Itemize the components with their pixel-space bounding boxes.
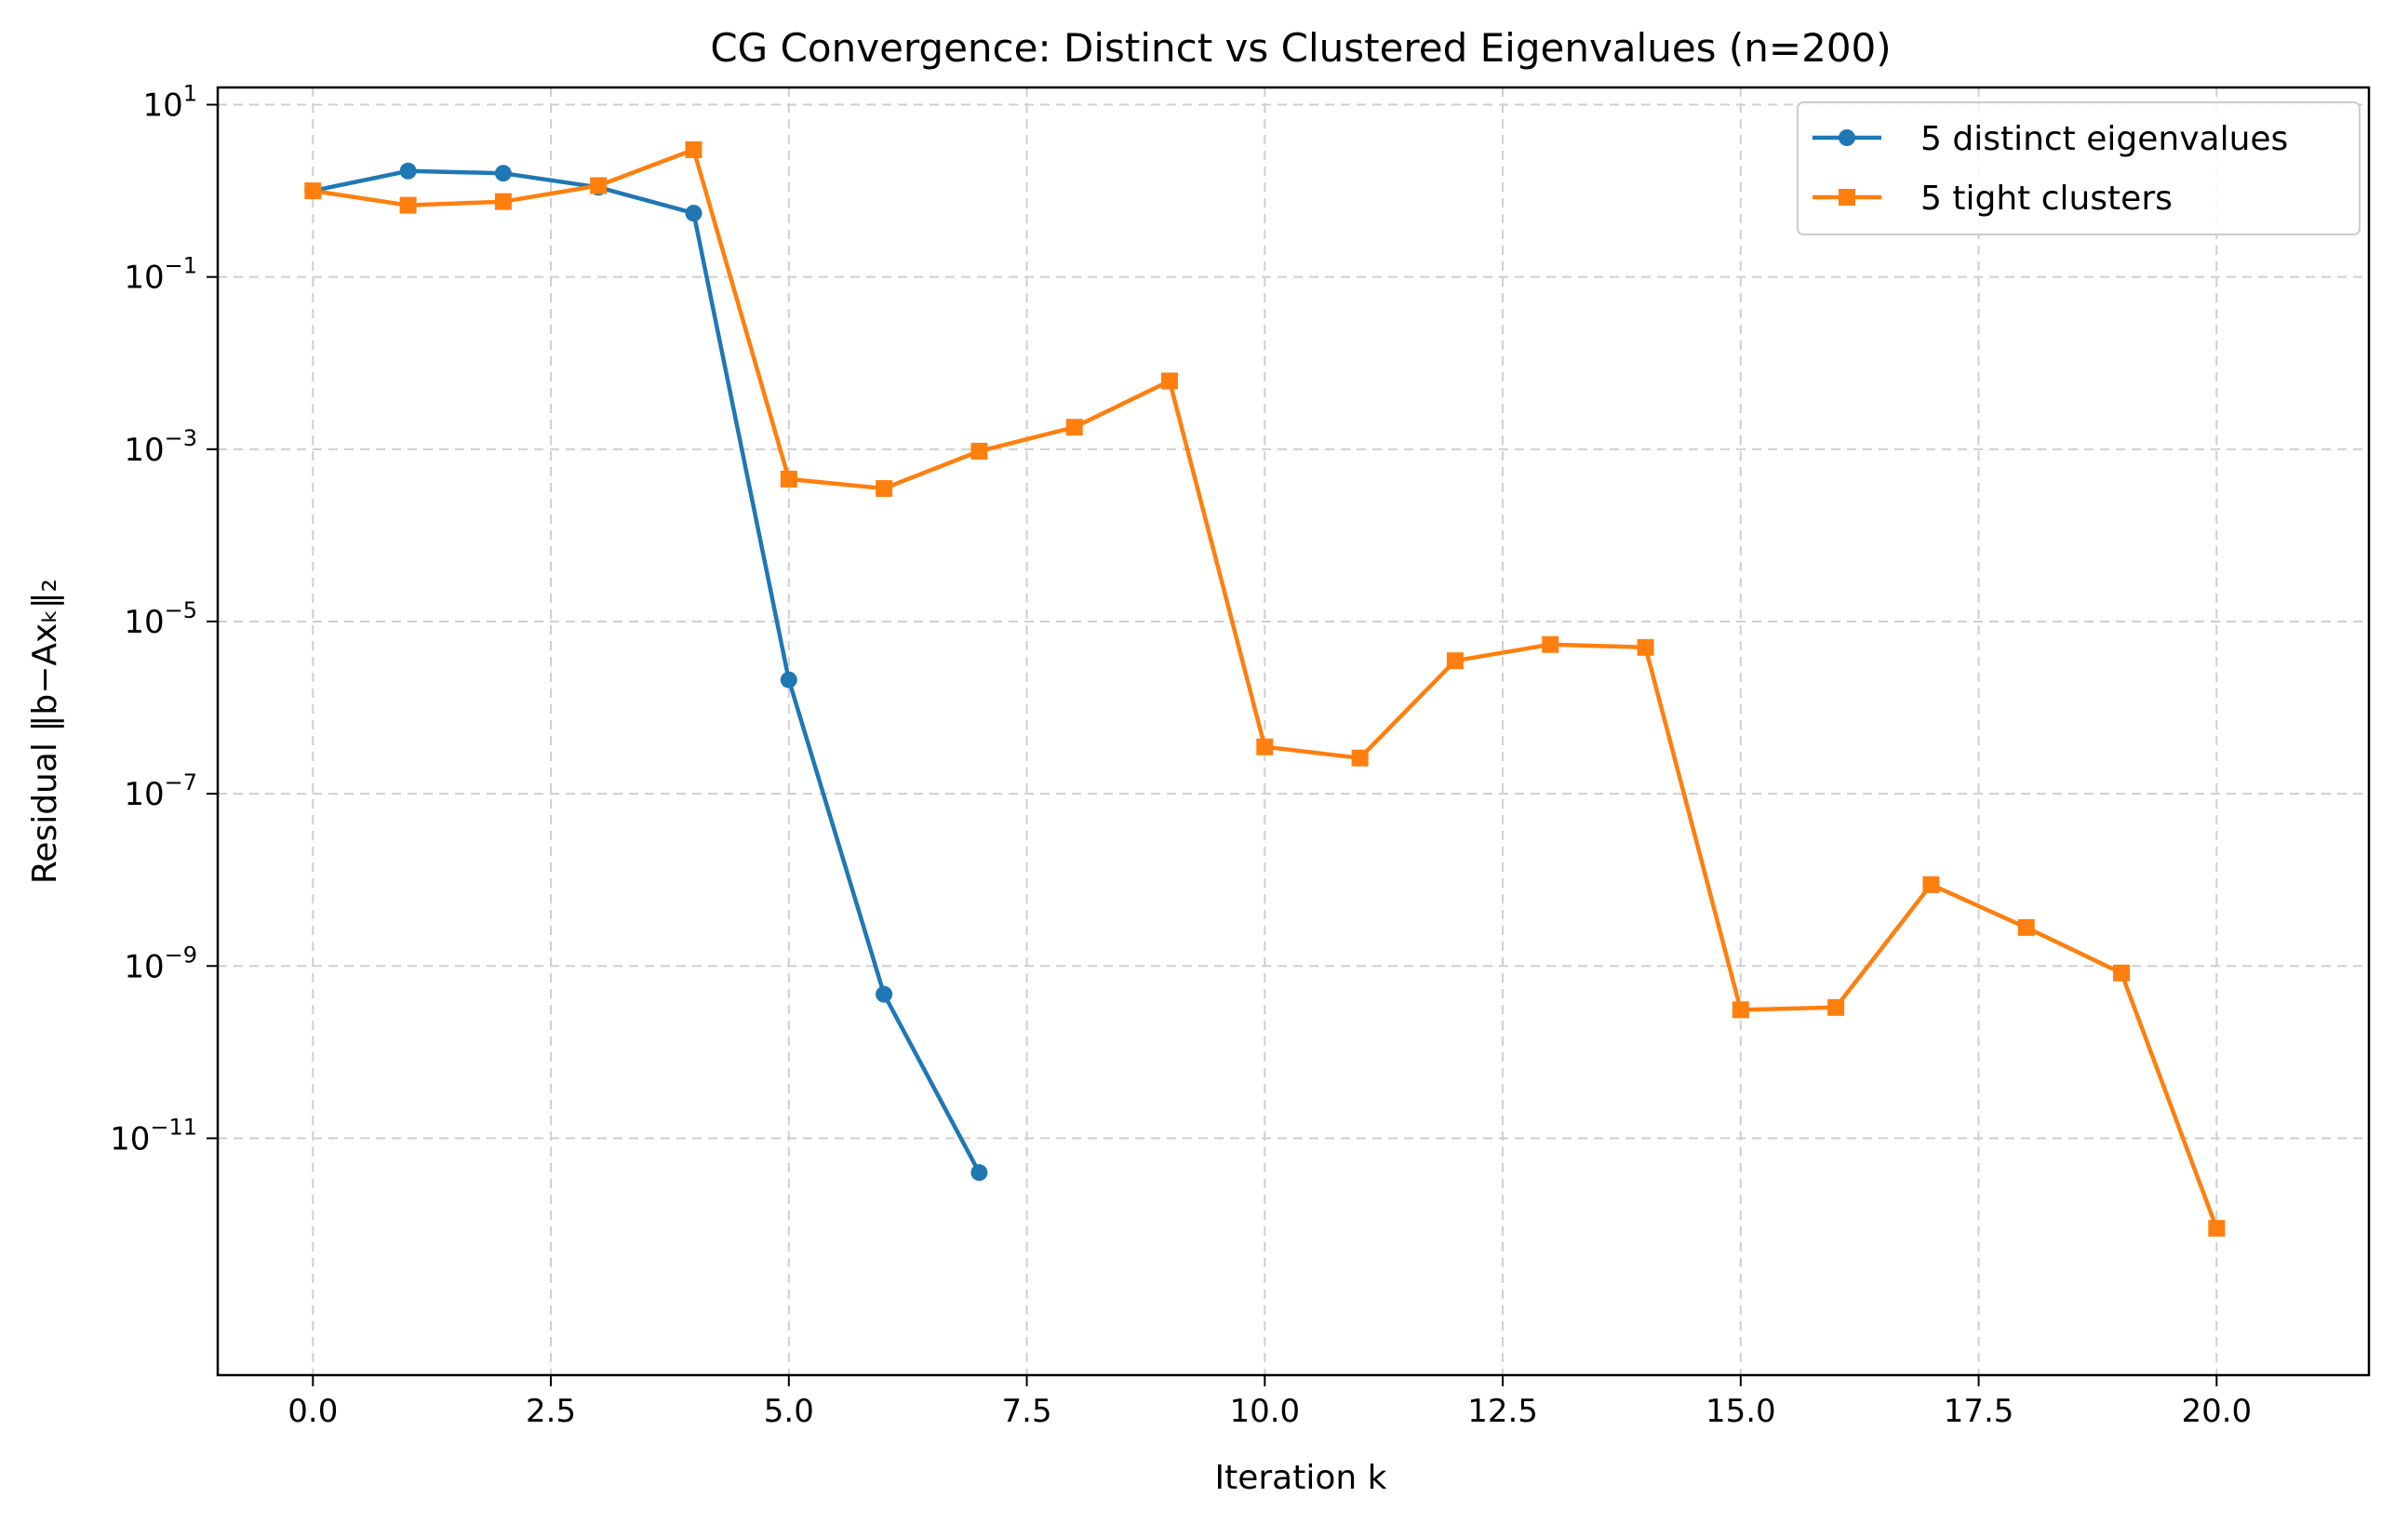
x-tick-label: 15.0: [1706, 1393, 1776, 1430]
data-point-square: [1351, 749, 1369, 767]
data-point-square: [1161, 372, 1179, 390]
x-tick-label: 0.0: [288, 1393, 338, 1430]
y-tick-label: 10−7: [124, 769, 197, 813]
x-axis-ticks: 0.0 2.5 5.0 7.5 10.0 12.5 15.0 17.5 20.0: [288, 1375, 2252, 1430]
y-tick-label: 101: [142, 81, 197, 125]
series-line: [312, 168, 982, 1174]
y-tick-label: 10−11: [110, 1114, 197, 1157]
y-axis-label: Residual ‖b−Axₖ‖₂: [26, 579, 64, 884]
data-point-square: [590, 177, 608, 194]
data-point-square: [2017, 918, 2035, 936]
data-point-circle: [494, 165, 512, 182]
data-point-square: [494, 193, 512, 210]
legend-label: 5 distinct eigenvalues: [1920, 120, 2288, 158]
data-point-square: [1839, 189, 1855, 206]
data-point-square: [1256, 738, 1274, 755]
x-tick-label: 12.5: [1467, 1393, 1538, 1430]
data-point-circle: [685, 205, 702, 222]
data-point-circle: [876, 985, 893, 1003]
y-tick-label: 10−3: [124, 425, 197, 469]
data-point-square: [780, 470, 797, 488]
x-tick-label: 7.5: [1002, 1393, 1052, 1430]
data-point-square: [399, 196, 417, 214]
x-tick-label: 17.5: [1944, 1393, 2014, 1430]
data-point-square: [1732, 1001, 1749, 1019]
data-point-square: [876, 480, 893, 498]
x-tick-label: 20.0: [2181, 1393, 2252, 1430]
data-point-square: [1446, 652, 1464, 670]
legend-entry: 5 tight clusters: [1813, 180, 2173, 218]
x-tick-label: 5.0: [764, 1393, 814, 1430]
x-tick-label: 2.5: [526, 1393, 576, 1430]
data-point-square: [685, 140, 702, 158]
data-point-circle: [1839, 129, 1855, 146]
grid: [218, 87, 2369, 1375]
legend: 5 distinct eigenvalues 5 tight clusters: [1797, 101, 2361, 235]
data-point-square: [1827, 998, 1845, 1016]
data-point-square: [1065, 419, 1083, 436]
data-point-square: [970, 442, 988, 460]
data-point-square: [1542, 635, 1559, 653]
legend-frame: [1797, 101, 2361, 235]
legend-entry: 5 distinct eigenvalues: [1813, 120, 2288, 158]
data-point-square: [2113, 964, 2131, 982]
data-point-square: [2208, 1220, 2226, 1237]
data-point-circle: [399, 162, 417, 180]
data-point-circle: [970, 1164, 988, 1182]
chart-title: CG Convergence: Distinct vs Clustered Ei…: [710, 25, 1891, 71]
legend-label: 5 tight clusters: [1920, 180, 2173, 218]
plot-frame: [216, 86, 2371, 1377]
y-tick-label: 10−1: [124, 253, 197, 297]
y-tick-label: 10−5: [124, 597, 197, 641]
data-point-square: [1922, 876, 1940, 893]
data-point-square: [1637, 638, 1654, 656]
data-point-circle: [780, 671, 797, 688]
series-2: [304, 140, 2226, 1237]
series-layer: [304, 140, 2226, 1237]
y-tick-label: 10−9: [124, 942, 197, 985]
x-axis-label: Iteration k: [1215, 1459, 1387, 1497]
data-point-square: [304, 182, 322, 200]
y-axis-ticks: 101 10−1 10−3 10−5 10−7 10−9 10−11: [110, 81, 218, 1157]
x-tick-label: 10.0: [1229, 1393, 1300, 1430]
legend-entries: 5 distinct eigenvalues 5 tight clusters: [1813, 120, 2288, 218]
